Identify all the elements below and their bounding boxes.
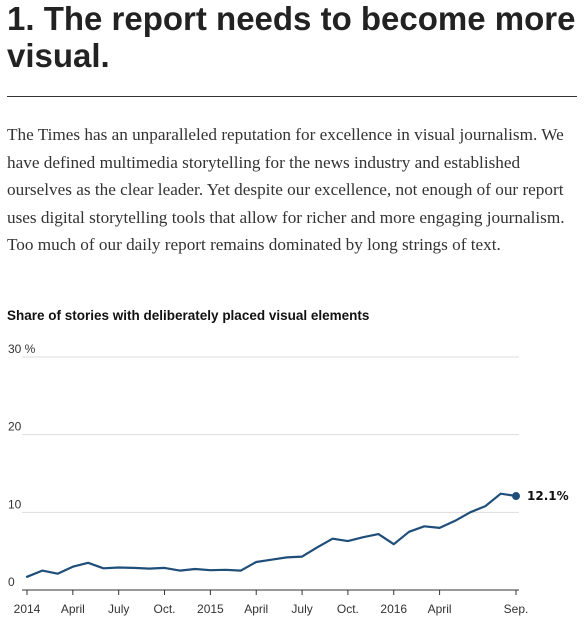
end-value-label: 12.1% — [527, 489, 569, 503]
chart-axes — [22, 589, 519, 595]
intro-paragraph: The Times has an unparalleled reputation… — [7, 125, 565, 254]
x-tick-label: July — [291, 602, 312, 616]
chart-title: Share of stories with deliberately place… — [7, 308, 370, 323]
x-tick-label: 2014 — [14, 602, 41, 616]
x-tick-label: April — [61, 602, 85, 616]
heading-divider — [7, 96, 577, 97]
x-tick-label: April — [244, 602, 268, 616]
series-line — [25, 492, 518, 578]
chart-gridlines — [22, 356, 519, 513]
x-tick-label: Oct. — [154, 602, 176, 616]
section-heading: 1. The report needs to become more visua… — [7, 0, 576, 74]
x-tick-label: 2015 — [197, 602, 224, 616]
y-tick-label: 0 — [8, 575, 15, 589]
x-tick-label: 2016 — [380, 602, 407, 616]
y-tick-label: 20 — [8, 420, 22, 434]
y-tick-label: 10 — [8, 497, 22, 511]
x-tick-label: July — [108, 602, 129, 616]
x-tick-label: April — [428, 602, 452, 616]
x-tick-label: Sep. — [504, 602, 529, 616]
x-tick-label: Oct. — [337, 602, 359, 616]
end-point-marker — [512, 492, 520, 501]
chart-series — [25, 492, 520, 578]
y-tick-label: 30 % — [8, 342, 36, 356]
chart-labels: 30 % 20 10 0 2014 April July Oct. 2015 April July O… — [8, 342, 569, 616]
